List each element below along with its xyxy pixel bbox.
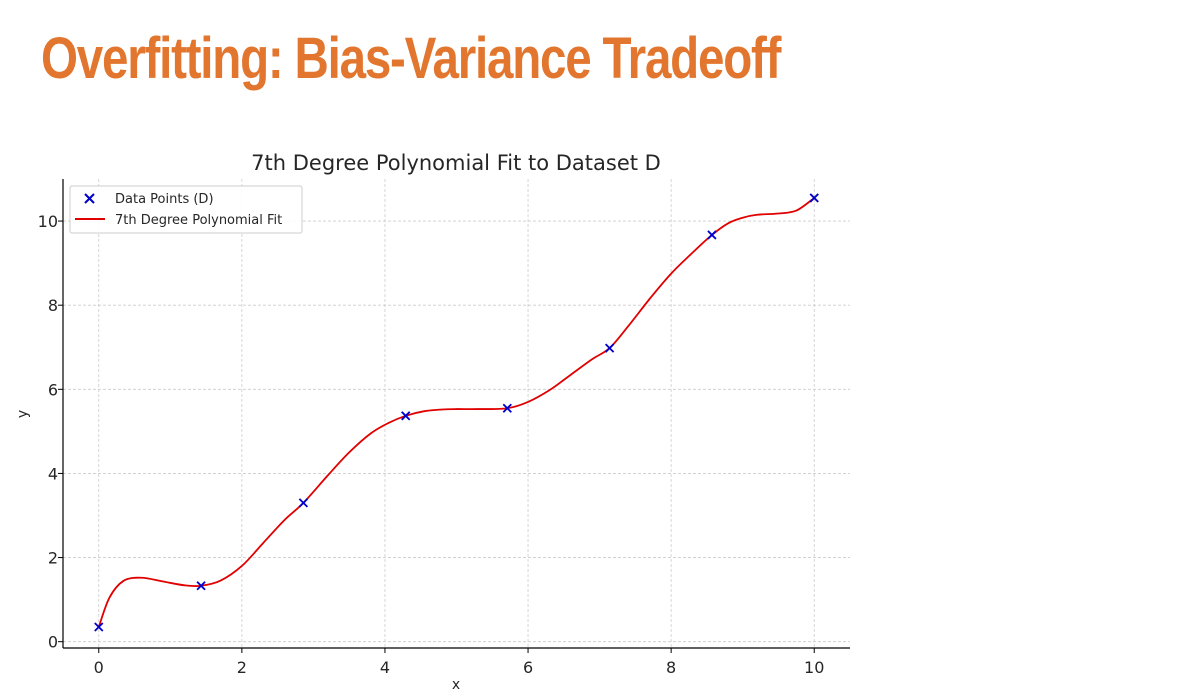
data-point-7 (809, 193, 819, 203)
data-point-6-stroke-b (707, 230, 717, 240)
x-tick-label-6: 6 (523, 658, 533, 677)
data-point-4-stroke-b (502, 403, 512, 413)
fit-line-layer (97, 197, 815, 628)
data-point-6 (707, 230, 717, 240)
y-tick-label-4: 4 (48, 464, 58, 483)
chart-title: 7th Degree Polynomial Fit to Dataset D (251, 151, 661, 175)
chart-container: 0 2 4 6 8 10 0 2 4 6 8 10 7th Degree Polynomial Fit… (0, 140, 870, 698)
data-point-0 (94, 622, 104, 632)
x-tick-label-2: 2 (237, 658, 247, 677)
x-tick-label-8: 8 (666, 658, 676, 677)
data-point-1-stroke-b (196, 581, 206, 591)
x-axis-label: x (452, 677, 460, 693)
data-point-1 (196, 581, 206, 591)
data-point-5 (604, 343, 615, 353)
data-point-2-stroke-b (298, 498, 309, 508)
x-tick-label-0: 0 (94, 658, 104, 677)
data-points-layer (94, 193, 819, 632)
y-axis-label: y (15, 410, 31, 418)
legend-box (69, 185, 303, 234)
data-point-7-stroke-b (809, 193, 819, 203)
legend-label-fit-line: 7th Degree Polynomial Fit (115, 213, 282, 228)
polynomial-fit-line (97, 197, 815, 628)
x-tick-label-4: 4 (380, 658, 390, 677)
data-point-4 (502, 403, 512, 413)
polynomial-fit-chart: 0 2 4 6 8 10 0 2 4 6 8 10 7th Degree Polynomial Fit… (15, 151, 850, 693)
y-tick-label-10: 10 (38, 212, 58, 231)
grid (63, 179, 850, 648)
tick-labels: 0 2 4 6 8 10 0 2 4 6 8 10 (38, 212, 825, 677)
y-tick-label-0: 0 (48, 633, 58, 652)
data-point-2 (298, 498, 309, 508)
y-tick-label-6: 6 (48, 380, 58, 399)
axes (58, 179, 850, 653)
y-tick-label-8: 8 (48, 296, 58, 315)
data-point-3-stroke-b (401, 411, 411, 421)
data-point-3 (401, 411, 411, 421)
legend-label-data-points: Data Points (D) (115, 192, 214, 207)
x-tick-label-10: 10 (804, 658, 824, 677)
data-point-0-stroke-b (94, 622, 104, 632)
legend-marker-data-points (84, 193, 95, 204)
slide-title: Overfitting: Bias-Variance Tradeoff (41, 26, 781, 91)
data-point-5-stroke-b (604, 343, 615, 353)
y-tick-label-2: 2 (48, 549, 58, 568)
legend: Data Points (D) 7th Degree Polynomial Fi… (69, 185, 303, 234)
